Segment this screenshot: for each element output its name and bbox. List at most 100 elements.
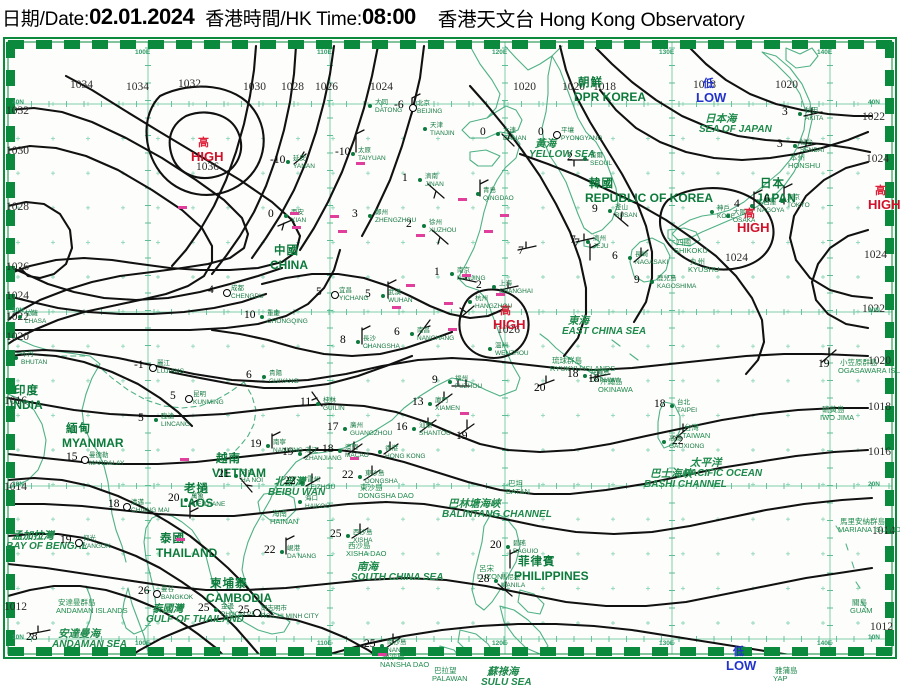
latitude-label-right: 10N <box>868 634 880 641</box>
isobar-label: 1014 <box>872 525 895 537</box>
station-name-en: QINGDAO <box>483 195 514 202</box>
island-name-cn: 沖繩島 <box>600 377 623 386</box>
station-name-en: TOKYO <box>787 202 810 209</box>
island-name-cn: 小笠原群島 <box>840 358 878 367</box>
station-name-en: VIENTIANE <box>191 501 226 508</box>
station-marker <box>300 481 304 485</box>
station-temperature: 17 <box>327 421 339 433</box>
isobar-label: 1024 <box>6 290 29 302</box>
station-temperature: 19 <box>60 534 72 546</box>
station-temperature: 3 <box>777 138 783 150</box>
isobar-label: 1024 <box>864 249 887 261</box>
station-name-cn: 清邁 <box>131 499 144 506</box>
isobar-label: 1024 <box>370 81 393 93</box>
station-name-cn: 萬象 <box>191 493 204 500</box>
country-name-cn: 菲律賓 <box>518 556 556 568</box>
station-name-en: GUANGZHOU <box>350 430 393 437</box>
station-marker-calm <box>75 539 83 547</box>
station-name-cn: 南京 <box>457 267 470 274</box>
station-name-en: LHASA <box>25 318 47 325</box>
station-marker <box>298 500 302 504</box>
station-name-en: SHANTOU <box>419 430 451 437</box>
station-name-en: NANNING <box>273 447 303 454</box>
island-name-en: NANSHA DAO <box>380 660 430 669</box>
station-temperature: -6 <box>394 99 404 111</box>
station-name-en: JEJU <box>593 243 609 250</box>
station-name-en: GUILIN <box>323 405 345 412</box>
longitude-label-top: 110E <box>317 49 332 56</box>
station-marker <box>368 214 372 218</box>
station-name-cn: 廣州 <box>350 422 363 429</box>
station-marker <box>316 402 320 406</box>
station-name-cn: 貴陽 <box>269 370 282 377</box>
island-name-en: ANDAMAN ISLANDS <box>56 606 128 615</box>
ship-observation-temperature: 7 <box>518 245 524 257</box>
station-name-en: OSAKA <box>733 217 756 224</box>
station-name-en: AKITA <box>805 115 824 122</box>
sea-name-en: SULU SEA <box>481 677 532 688</box>
latitude-label-right: 20N <box>868 481 880 488</box>
station-temperature: 2 <box>476 279 482 291</box>
station-marker <box>506 545 510 549</box>
sea-name-en: EAST CHINA SEA <box>562 326 647 337</box>
past-weather-symbol <box>350 457 359 460</box>
station-name-cn: 首爾 <box>590 152 603 159</box>
station-temperature: 11 <box>300 396 312 408</box>
high-centre-cn: 高 <box>198 137 209 149</box>
isobar-label: 1012 <box>4 601 27 613</box>
station-marker <box>650 280 654 284</box>
station-name-en: DONGSHA <box>365 478 398 485</box>
station-name-cn: 杭州 <box>475 295 488 302</box>
island-name-en: XISHA DAO <box>346 549 387 558</box>
station-name-cn: 桂林 <box>323 397 336 404</box>
isobar-label: 1022 <box>862 303 885 315</box>
station-name-en: ZHENGZHOU <box>375 217 417 224</box>
past-weather-symbol <box>500 214 509 217</box>
past-weather-symbol <box>462 274 471 277</box>
country-name-en: JAPAN <box>756 191 796 205</box>
isobar-label: 1014 <box>4 481 27 493</box>
isobar-label: 1034 <box>126 81 149 93</box>
high-centre-label: HIGH <box>737 220 770 235</box>
station-name-en: NANJING <box>457 275 486 282</box>
station-temperature: 25 <box>198 602 210 614</box>
island-name-cn: 呂宋 <box>479 564 494 573</box>
sea-name-en: BALINTANG CHANNEL <box>442 509 552 520</box>
station-temperature: 4 <box>734 198 740 210</box>
station-name-cn: 麗江 <box>157 360 170 367</box>
country-name-cn: 韓國 <box>589 178 614 190</box>
island-name-en: IWO JIMA <box>820 413 855 422</box>
station-temperature: 25 <box>330 528 342 540</box>
island-name-cn: 台灣 <box>684 423 699 432</box>
station-name-cn: 南寧 <box>273 439 286 446</box>
station-marker <box>338 449 342 453</box>
isobar-label: 1018 <box>593 81 616 93</box>
latitude-label-left: 10N <box>12 634 24 641</box>
station-name-en: HO CHI MINH CITY <box>261 613 319 620</box>
country-name-cn: 印度 <box>14 385 39 397</box>
station-name-en: DATONG <box>375 107 403 114</box>
station-temperature: -10 <box>335 146 351 158</box>
sea-name-cn: 蘇祿海 <box>487 666 519 678</box>
station-name-cn: 東沙島 <box>365 470 385 477</box>
station-marker <box>494 579 498 583</box>
station-temperature: 0 <box>480 126 486 138</box>
isobar-label: 1020 <box>513 81 536 93</box>
station-temperature: 20 <box>490 539 502 551</box>
station-name-cn: 延安 <box>293 155 306 162</box>
isobar-label: 1020 <box>775 79 798 91</box>
longitude-label-bottom: 120E <box>492 640 508 647</box>
high-centre-cn: 高 <box>875 185 886 197</box>
station-temperature: 18 <box>567 368 579 380</box>
sea-name-en: SEA OF JAPAN <box>699 124 772 135</box>
past-weather-symbol <box>290 212 299 215</box>
station-marker <box>260 315 264 319</box>
island-name-en: HAINAN <box>270 517 299 526</box>
station-name-cn: 不丹 <box>21 351 34 358</box>
longitude-label-top: 130E <box>659 49 675 56</box>
latitude-label-right: 30N <box>868 307 880 314</box>
high-centre-cn: 高 <box>500 305 511 317</box>
station-temperature: 19 <box>282 446 294 458</box>
sea-name-cn: 南海 <box>357 561 378 573</box>
station-name-cn: 沖繩島 <box>590 369 610 376</box>
